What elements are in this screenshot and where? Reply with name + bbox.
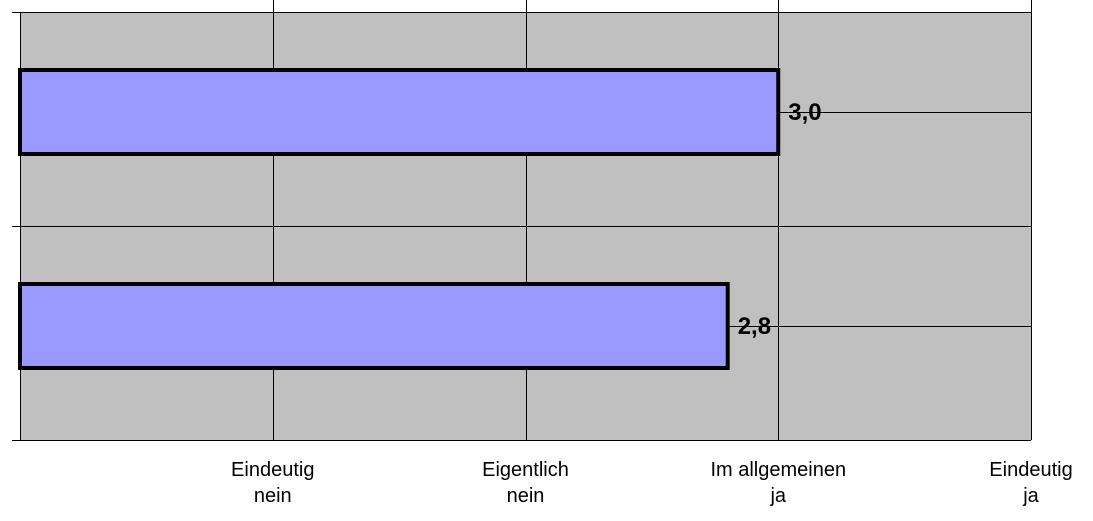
x-tick-label-4: Eindeutig ja (989, 459, 1072, 507)
data-label-2: 2,8 (738, 313, 771, 340)
x-tick-labels: Eindeutig nein Eigentlich nein Im allgemeine… (231, 459, 1073, 507)
x-tick-label-2: Eigentlich nein (482, 459, 569, 507)
x-tick-label-1: Eindeutig nein (231, 459, 314, 507)
bars (18, 68, 781, 370)
x-tick-label-3: Im allgemeinen ja (710, 459, 846, 507)
bar-1 (18, 68, 781, 156)
data-label-1: 3,0 (788, 99, 821, 126)
data-labels: 3,0 2,8 (738, 99, 822, 340)
bar-2 (18, 282, 730, 370)
axes (12, 0, 1032, 441)
